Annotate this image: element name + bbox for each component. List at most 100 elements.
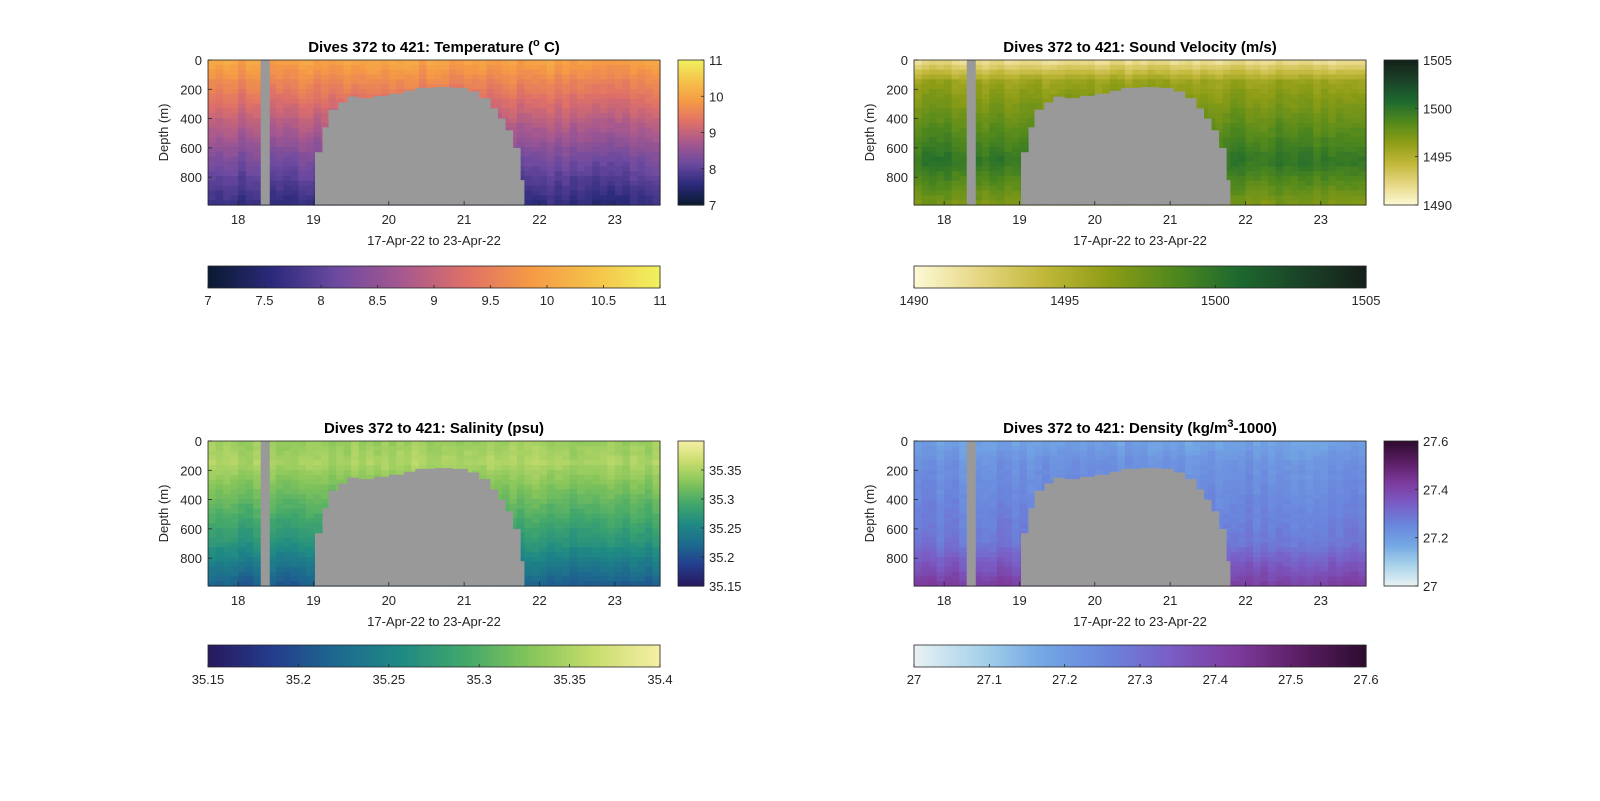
heatmap-cell: [283, 185, 292, 192]
heatmap-cell: [989, 156, 998, 163]
heatmap-cell: [1004, 122, 1013, 129]
heatmap-cell: [577, 195, 586, 201]
heatmap-cell: [944, 200, 953, 206]
heatmap-cell: [290, 532, 299, 539]
heatmap-cell: [592, 166, 601, 172]
heatmap-cell: [1034, 89, 1043, 95]
heatmap-cell: [268, 513, 277, 519]
colorbar-segment: [1204, 266, 1209, 288]
colorbar-segment: [464, 266, 469, 288]
heatmap-cell: [1222, 122, 1231, 129]
heatmap-cell: [1335, 185, 1344, 192]
heatmap-cell: [509, 74, 518, 80]
heatmap-cell: [1087, 89, 1096, 95]
heatmap-cell: [305, 494, 315, 500]
heatmap-cell: [951, 161, 960, 167]
heatmap-cell: [238, 118, 247, 124]
heatmap-cell: [298, 479, 307, 486]
heatmap-cell: [283, 581, 292, 587]
heatmap-cell: [1245, 195, 1254, 201]
heatmap-cell: [238, 69, 247, 76]
heatmap-cell: [268, 552, 277, 558]
heatmap-cell: [539, 103, 548, 109]
heatmap-cell: [208, 547, 217, 553]
heatmap-cell: [562, 84, 571, 90]
heatmap-cell: [1230, 122, 1239, 129]
heatmap-cell: [929, 171, 938, 177]
heatmap-cell: [313, 147, 322, 153]
heatmap-cell: [1253, 190, 1262, 196]
heatmap-cell: [644, 79, 654, 85]
heatmap-cell: [1245, 69, 1254, 76]
colorbar-segment: [588, 266, 593, 288]
heatmap-cell: [1335, 84, 1344, 90]
heatmap-cell: [215, 499, 224, 505]
heatmap-cell: [1200, 103, 1209, 109]
heatmap-cell: [974, 64, 983, 71]
heatmap-cell: [245, 508, 254, 515]
heatmap-cell: [944, 132, 953, 138]
heatmap-cell: [230, 60, 239, 66]
heatmap-cell: [547, 190, 556, 196]
heatmap-cell: [577, 69, 586, 76]
heatmap-cell: [305, 151, 315, 158]
heatmap-cell: [929, 190, 938, 196]
heatmap-cell: [614, 64, 623, 71]
heatmap-cell: [1343, 79, 1352, 85]
colorbar-segment: [1384, 154, 1418, 158]
heatmap-cell: [305, 122, 315, 129]
heatmap-cell: [1004, 161, 1013, 167]
heatmap-cell: [1185, 79, 1194, 85]
heatmap-cell: [1140, 69, 1149, 76]
heatmap-cell: [501, 118, 510, 124]
heatmap-cell: [268, 64, 277, 71]
heatmap-cell: [944, 69, 953, 76]
heatmap-cell: [1268, 151, 1277, 158]
heatmap-cell: [531, 89, 541, 95]
heatmap-cell: [290, 108, 299, 114]
heatmap-cell: [479, 69, 488, 76]
axes-box: [913, 59, 1367, 206]
heatmap-cell: [1027, 74, 1036, 80]
heatmap-cell: [449, 64, 458, 71]
heatmap-cell: [644, 195, 654, 201]
heatmap-cell: [959, 98, 968, 105]
heatmap-cell: [305, 185, 315, 192]
heatmap-cell: [996, 74, 1005, 80]
heatmap-cell: [208, 499, 217, 505]
heatmap-cell: [1335, 200, 1344, 206]
heatmap-cell: [275, 557, 284, 563]
heatmap-cell: [1004, 180, 1013, 187]
heatmap-cell: [614, 156, 623, 163]
heatmap-cell: [343, 84, 352, 90]
heatmap-cell: [328, 450, 337, 457]
heatmap-cell: [607, 137, 616, 143]
heatmap-cell: [275, 547, 284, 553]
heatmap-cell: [1343, 122, 1352, 129]
heatmap-cell: [614, 180, 623, 187]
heatmap-cell: [1132, 69, 1141, 76]
heatmap-cell: [351, 474, 360, 481]
heatmap-cell: [396, 89, 405, 95]
heatmap-cell: [238, 180, 247, 187]
heatmap-cell: [230, 103, 239, 109]
colorbar-segment: [1384, 98, 1418, 102]
heatmap-cell: [290, 89, 299, 95]
heatmap-cell: [989, 122, 998, 129]
heatmap-cell: [614, 79, 623, 85]
heatmap-cell: [298, 142, 307, 148]
heatmap-cell: [554, 108, 563, 114]
heatmap-cell: [592, 161, 601, 167]
heatmap-cell: [592, 185, 601, 192]
heatmap-cell: [637, 122, 646, 129]
heatmap-cell: [1320, 166, 1329, 172]
heatmap-cell: [1230, 93, 1239, 100]
heatmap-cell: [1042, 60, 1051, 66]
heatmap-cell: [644, 151, 654, 158]
heatmap-cell: [547, 180, 556, 187]
heatmap-cell: [494, 98, 503, 105]
colorbar-segment: [1384, 202, 1418, 206]
heatmap-cell: [215, 161, 224, 167]
heatmap-cell: [290, 195, 299, 201]
